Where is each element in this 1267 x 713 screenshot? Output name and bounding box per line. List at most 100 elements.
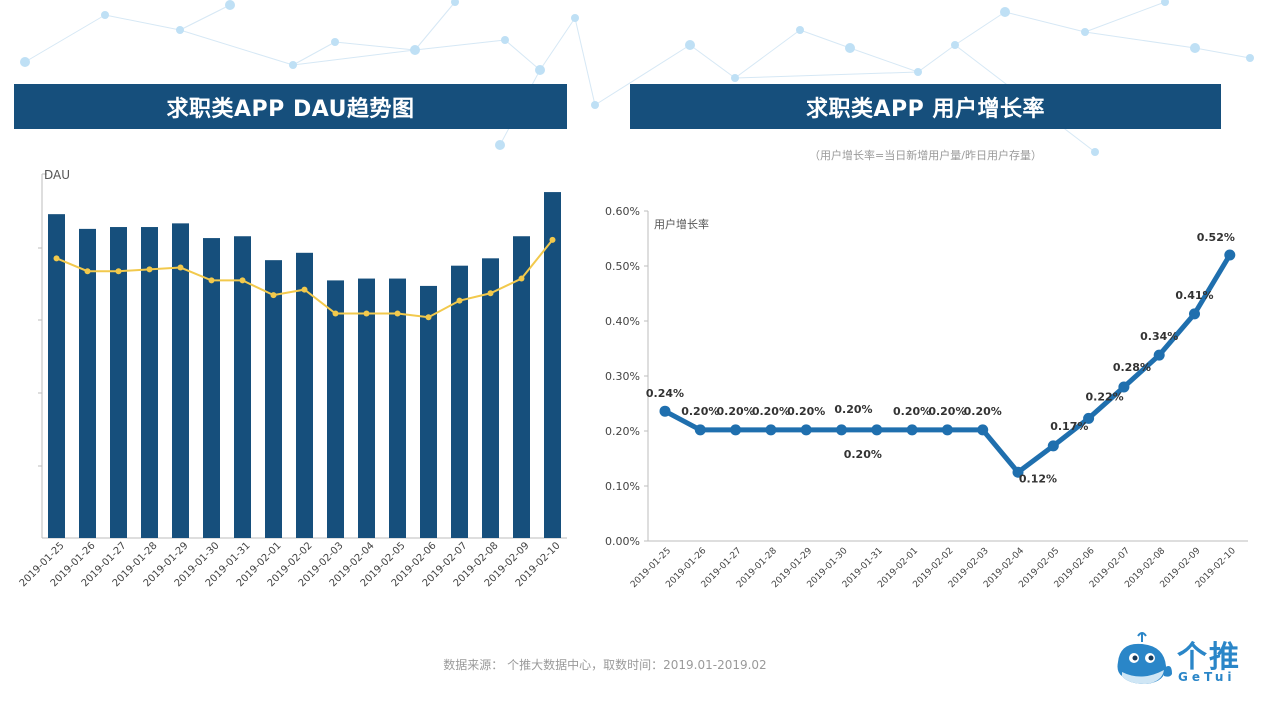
network-node [591,101,599,109]
network-node [410,45,420,55]
data-label: 0.17% [1050,420,1088,433]
network-link [104,14,181,31]
growth-rate-point [800,424,812,436]
network-link [954,11,1006,46]
network-link [179,4,231,31]
network-link [799,29,851,49]
network-node [20,57,30,67]
growth-rate-point [765,424,777,436]
data-label: 0.20% [717,405,755,418]
dau-bar [234,236,251,538]
dau-bar [389,278,406,538]
data-label: 0.20% [787,405,825,418]
dau-bar [296,252,313,539]
network-link [574,17,596,106]
network-background [20,0,1254,156]
network-link [24,14,106,63]
dau-trend-point [332,310,339,317]
dau-bar [451,265,468,538]
growth-rate-point [730,424,742,436]
data-source-note: 数据来源： 个推大数据中心，取数时间：2019.01-2019.02 [443,658,767,672]
data-label: 0.20% [928,405,966,418]
data-label: 0.41% [1175,289,1213,302]
data-label: 0.12% [1019,472,1057,485]
data-label: 0.34% [1140,330,1178,343]
network-node [1246,54,1254,62]
dau-bar [513,236,530,538]
network-node [1000,7,1010,17]
y-tick-label: 0.60% [605,205,640,218]
dau-bar [358,278,375,538]
network-node [1091,148,1099,156]
data-label: 0.52% [1197,231,1235,244]
growth-rate-point [977,424,989,436]
growth-rate-chart: 0.00% 0.10% 0.20% 0.30% 0.40% 0.50% 0.60% 用户增长率… [605,205,1248,590]
logo-name: 个推 [1177,640,1241,675]
data-label: 0.20% [844,448,882,461]
dau-bar [141,227,158,538]
network-link [414,1,456,51]
network-link [849,47,919,73]
getui-logo: 个推 GeTui [1112,632,1252,690]
network-link [414,39,506,51]
data-label: 0.20% [681,405,719,418]
whale-icon [1117,632,1172,684]
dau-trend-point [115,268,122,275]
dau-trend-point [239,277,246,284]
data-label: 0.22% [1086,390,1124,403]
growth-rate-point [871,424,883,436]
y-tick-label: 0.10% [605,480,640,493]
growth-rate-point [906,424,918,436]
network-link [334,41,416,51]
dau-trend-point [394,310,401,317]
dau-trend-point [146,266,153,273]
growth-chart-title: 求职类APP 用户增长率 [630,84,1221,129]
logo-sub: GeTui [1178,670,1236,684]
data-label: 0.20% [752,405,790,418]
network-node [225,0,235,10]
dau-trend-point [270,292,277,299]
network-link [179,29,294,66]
network-node [845,43,855,53]
growth-rate-point [659,405,671,417]
network-node [914,68,922,76]
dau-bar [420,285,437,538]
dau-trend-point [456,297,463,304]
data-label: 0.24% [646,387,684,400]
dau-bar [203,238,220,538]
network-node [1161,0,1169,6]
dau-trend-point [425,314,432,321]
network-link [734,29,801,79]
y-tick-label: 0.50% [605,260,640,273]
growth-rate-point [1047,440,1059,452]
data-label: 0.20% [834,403,872,416]
network-link [292,49,416,66]
data-label: 0.20% [964,405,1002,418]
growth-formula-note: （用户增长率=当日新增用户量/昨日用户存量） [809,149,1042,162]
dau-trend-point [301,286,308,293]
dau-bar [327,280,344,538]
dau-bar [265,260,282,538]
growth-rate-point [941,424,953,436]
network-link [504,39,541,71]
dau-bar [544,192,561,538]
dau-chart: DAU2019-01-252019-01-262019-01-272019-01… [18,168,567,589]
network-node [331,38,339,46]
dau-trend-point [53,255,60,262]
network-link [1084,1,1166,33]
network-link [292,41,336,66]
growth-rate-point [1224,249,1236,261]
network-link [1004,11,1086,33]
data-label: 0.28% [1113,361,1151,374]
dau-trend-point [363,310,370,317]
network-node [1190,43,1200,53]
network-link [734,71,919,79]
dau-trend-point [84,268,91,275]
y-tick-label: 0.00% [605,535,640,548]
network-node [951,41,959,49]
growth-rate-point [694,424,706,436]
network-node [1081,28,1089,36]
network-node [796,26,804,34]
growth-rate-point [836,424,847,436]
dau-bar [172,223,189,539]
